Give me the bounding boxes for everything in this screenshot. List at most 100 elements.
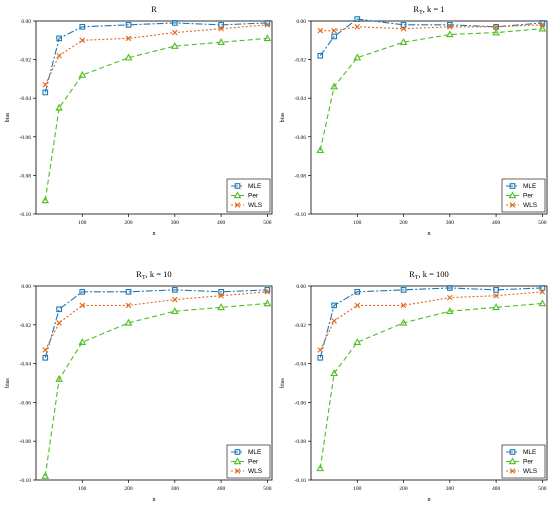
data-point-mle [79, 23, 86, 30]
data-point-mle [317, 52, 324, 59]
title-main: R [409, 269, 415, 279]
data-point-per [41, 196, 50, 204]
chart-title: R [151, 4, 157, 14]
data-point-wls [79, 302, 86, 309]
legend-marker-per [508, 457, 517, 465]
data-point-per [263, 299, 272, 307]
y-tick-label: -0.06 [295, 400, 307, 406]
x-tick-label: 100 [353, 220, 362, 226]
data-point-wls [56, 320, 62, 326]
x-tick-label: 500 [263, 220, 272, 226]
y-axis-label: bias [5, 378, 11, 388]
data-point-wls [317, 347, 324, 353]
y-tick-label: 0.00 [21, 284, 31, 290]
data-point-per [263, 34, 272, 42]
data-point-per [330, 82, 338, 90]
data-point-mle [42, 354, 49, 361]
chart-panel-1: R 0.00 -0.02 -0.04 -0.06 -0.08 -0.10 100 200 300 4… [5, 4, 273, 237]
data-point-wls [172, 296, 178, 303]
data-point-mle [354, 288, 361, 295]
data-point-per [124, 53, 133, 61]
title-main: R [413, 4, 419, 14]
legend-marker-wls [234, 202, 241, 208]
y-tick-label: -0.04 [295, 362, 307, 368]
chart-title: RT, k = 10 [136, 269, 171, 281]
data-point-mle [317, 354, 324, 361]
x-tick-label: 100 [353, 486, 362, 492]
data-point-per [538, 299, 547, 307]
data-point-wls [264, 22, 271, 28]
plot-frame [35, 285, 273, 481]
data-point-per [78, 338, 87, 346]
y-tick-label: -0.04 [295, 96, 307, 102]
legend-label-per: Per [523, 193, 534, 200]
data-point-mle [56, 35, 62, 42]
x-tick-label: 300 [171, 220, 180, 226]
data-point-per [399, 318, 408, 326]
data-point-per [399, 38, 408, 45]
series-wls [317, 289, 546, 353]
title-rest: , k = 1 [423, 4, 445, 14]
x-tick-label: 400 [492, 220, 501, 226]
data-point-per [170, 307, 179, 314]
data-point-wls [317, 27, 324, 34]
chart-title: RT, k = 100 [409, 269, 449, 281]
data-point-mle [354, 16, 361, 22]
series-per [316, 24, 547, 154]
legend-label-per: Per [248, 193, 259, 200]
plot-frame [310, 20, 548, 215]
y-tick-label: 0.00 [21, 19, 31, 25]
data-point-per [353, 53, 362, 61]
data-point-wls [493, 292, 499, 299]
data-point-per [217, 38, 225, 45]
y-tick-label: -0.10 [20, 478, 32, 484]
x-tick-label: 500 [538, 220, 547, 226]
x-tick-label: 200 [124, 220, 133, 226]
legend-marker-mle [234, 183, 241, 189]
series-mle [317, 285, 546, 361]
data-point-mle [125, 288, 132, 295]
data-point-mle [331, 302, 337, 309]
data-point-per [124, 318, 133, 326]
legend-label-wls: WLS [248, 468, 263, 475]
series-line-per [319, 28, 543, 151]
legend: MLE Per WLS [501, 444, 546, 479]
data-point-mle [171, 20, 178, 26]
y-tick-label: -0.10 [295, 212, 307, 218]
y-axis-label: bias [280, 112, 286, 122]
series-mle [42, 287, 271, 361]
data-point-per [55, 103, 63, 111]
plot-frame [310, 285, 548, 481]
data-point-mle [493, 287, 499, 293]
series-line-mle [44, 22, 268, 93]
legend-marker-mle [234, 449, 241, 455]
data-point-per [330, 369, 338, 377]
series-wls [317, 22, 546, 34]
data-point-per [445, 307, 454, 314]
data-point-wls [42, 347, 49, 353]
data-point-mle [42, 89, 49, 96]
y-axis-label: bias [5, 112, 11, 122]
x-axis-label: n [153, 231, 156, 237]
x-tick-label: 100 [78, 486, 87, 492]
legend-label-wls: WLS [523, 468, 538, 475]
data-point-mle [125, 22, 132, 28]
y-tick-label: -0.02 [295, 58, 307, 64]
data-point-wls [400, 302, 407, 309]
series-line-wls [44, 291, 268, 351]
series-mle [42, 20, 271, 96]
data-point-wls [539, 22, 546, 28]
legend-label-mle: MLE [248, 449, 262, 456]
y-tick-label: -0.04 [20, 96, 32, 102]
title-subscript: T [419, 10, 423, 16]
data-point-wls [331, 27, 337, 34]
x-tick-label: 400 [217, 486, 226, 492]
data-point-wls [447, 294, 453, 301]
data-point-wls [56, 52, 62, 59]
data-point-per [316, 146, 325, 154]
legend-marker-mle [509, 183, 516, 189]
y-tick-label: -0.06 [295, 135, 307, 141]
x-tick-label: 400 [492, 486, 501, 492]
y-tick-label: -0.08 [295, 439, 307, 445]
